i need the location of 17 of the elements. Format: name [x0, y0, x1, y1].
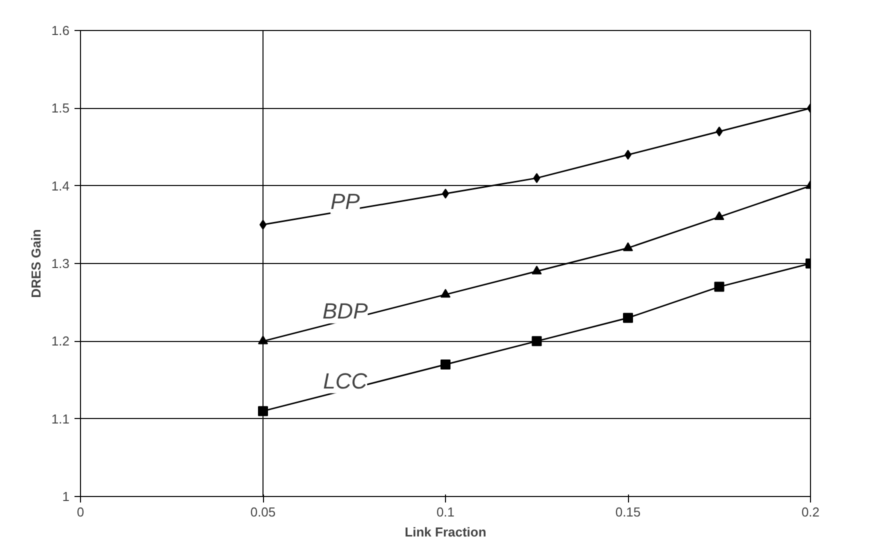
x-tick-label: 0.2 — [801, 504, 820, 520]
x-axis-title: Link Fraction — [404, 524, 486, 540]
x-tick-label: 0.1 — [436, 504, 455, 520]
x-tick-label: 0.05 — [250, 504, 276, 520]
series-label: BDP — [322, 298, 368, 324]
y-tick-label: 1.1 — [51, 411, 70, 426]
x-tick-label: 0 — [76, 504, 84, 520]
y-tick-label: 1.2 — [51, 334, 70, 349]
x-tick-label: 0.15 — [615, 504, 641, 520]
y-tick-label: 1.5 — [51, 100, 70, 116]
y-tick-label: 1.3 — [51, 256, 70, 271]
y-tick-label: 1.6 — [51, 23, 70, 38]
series-label: LCC — [323, 368, 368, 394]
y-tick-label: 1.4 — [51, 178, 70, 194]
y-axis-title: DRES Gain — [28, 229, 44, 298]
series-label: PP — [330, 188, 360, 214]
y-tick-label: 1 — [62, 489, 70, 504]
